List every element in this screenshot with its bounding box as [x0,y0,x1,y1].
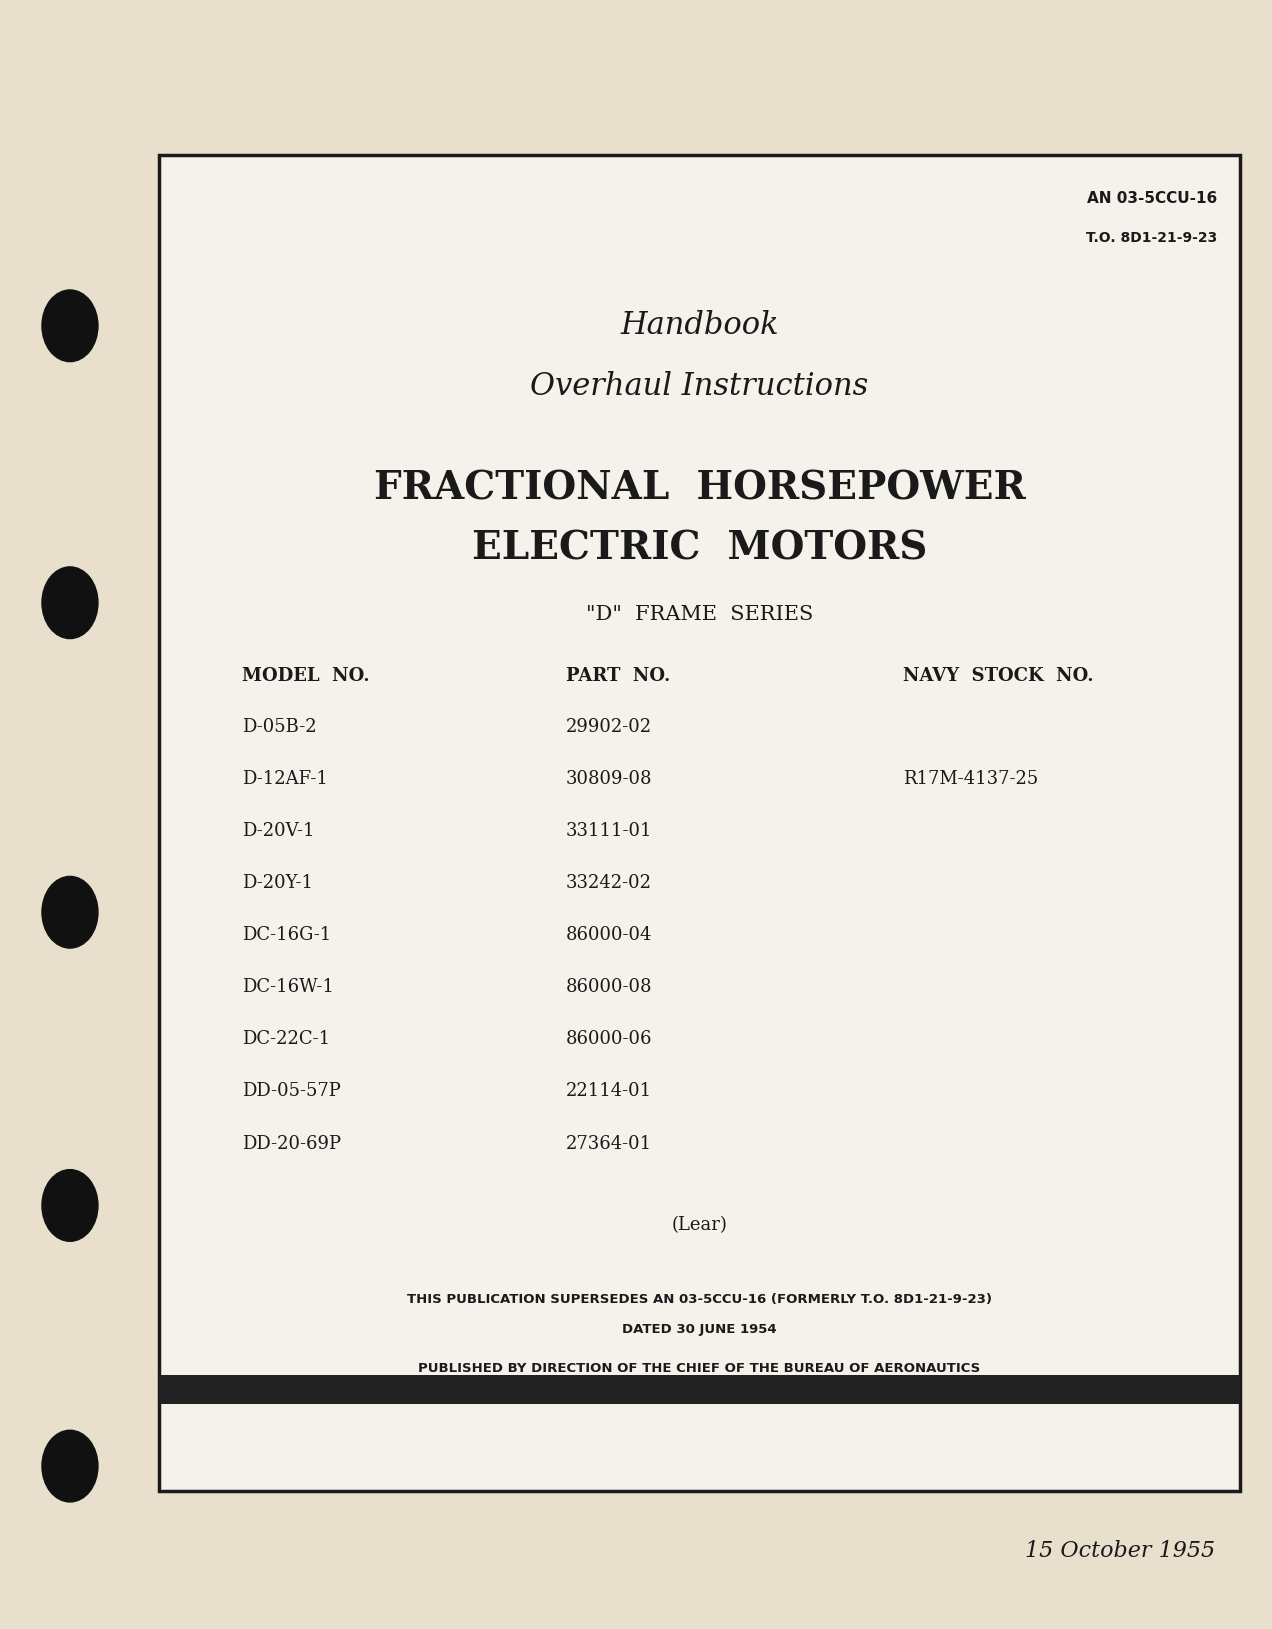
Text: 33242-02: 33242-02 [566,873,653,893]
Circle shape [42,567,98,639]
Text: 27364-01: 27364-01 [566,1134,653,1153]
Text: DATED 30 JUNE 1954: DATED 30 JUNE 1954 [622,1323,777,1336]
Text: Overhaul Instructions: Overhaul Instructions [530,370,869,402]
Text: DC-16G-1: DC-16G-1 [242,925,331,945]
Text: MODEL  NO.: MODEL NO. [242,666,369,686]
Circle shape [42,876,98,948]
Text: D-20Y-1: D-20Y-1 [242,873,313,893]
Circle shape [42,290,98,362]
Text: "D"  FRAME  SERIES: "D" FRAME SERIES [586,604,813,624]
Text: DD-20-69P: DD-20-69P [242,1134,341,1153]
FancyBboxPatch shape [159,155,1240,1491]
Text: PART  NO.: PART NO. [566,666,670,686]
Circle shape [42,1430,98,1502]
Text: R17M-4137-25: R17M-4137-25 [903,769,1038,788]
Text: 86000-04: 86000-04 [566,925,653,945]
Text: AN 03-5CCU-16: AN 03-5CCU-16 [1088,191,1217,205]
Text: DC-16W-1: DC-16W-1 [242,977,333,997]
Text: Handbook: Handbook [621,310,778,342]
Text: 22114-01: 22114-01 [566,1082,653,1101]
Text: 33111-01: 33111-01 [566,821,653,841]
Text: D-12AF-1: D-12AF-1 [242,769,328,788]
Text: FRACTIONAL  HORSEPOWER: FRACTIONAL HORSEPOWER [374,469,1025,508]
Text: ELECTRIC  MOTORS: ELECTRIC MOTORS [472,529,927,569]
Text: 15 October 1955: 15 October 1955 [1025,1539,1215,1562]
Circle shape [42,1170,98,1241]
Text: 29902-02: 29902-02 [566,717,653,736]
Text: D-20V-1: D-20V-1 [242,821,314,841]
Text: 30809-08: 30809-08 [566,769,653,788]
Text: (Lear): (Lear) [672,1215,728,1235]
Text: THIS PUBLICATION SUPERSEDES AN 03-5CCU-16 (FORMERLY T.O. 8D1-21-9-23): THIS PUBLICATION SUPERSEDES AN 03-5CCU-1… [407,1293,992,1306]
Text: 86000-08: 86000-08 [566,977,653,997]
Text: D-05B-2: D-05B-2 [242,717,317,736]
Text: 86000-06: 86000-06 [566,1030,653,1049]
Text: T.O. 8D1-21-9-23: T.O. 8D1-21-9-23 [1086,231,1217,246]
Bar [159,1375,1240,1404]
Text: PUBLISHED BY DIRECTION OF THE CHIEF OF THE BUREAU OF AERONAUTICS: PUBLISHED BY DIRECTION OF THE CHIEF OF T… [418,1362,981,1375]
Text: DD-05-57P: DD-05-57P [242,1082,341,1101]
Text: DC-22C-1: DC-22C-1 [242,1030,329,1049]
Text: NAVY  STOCK  NO.: NAVY STOCK NO. [903,666,1094,686]
